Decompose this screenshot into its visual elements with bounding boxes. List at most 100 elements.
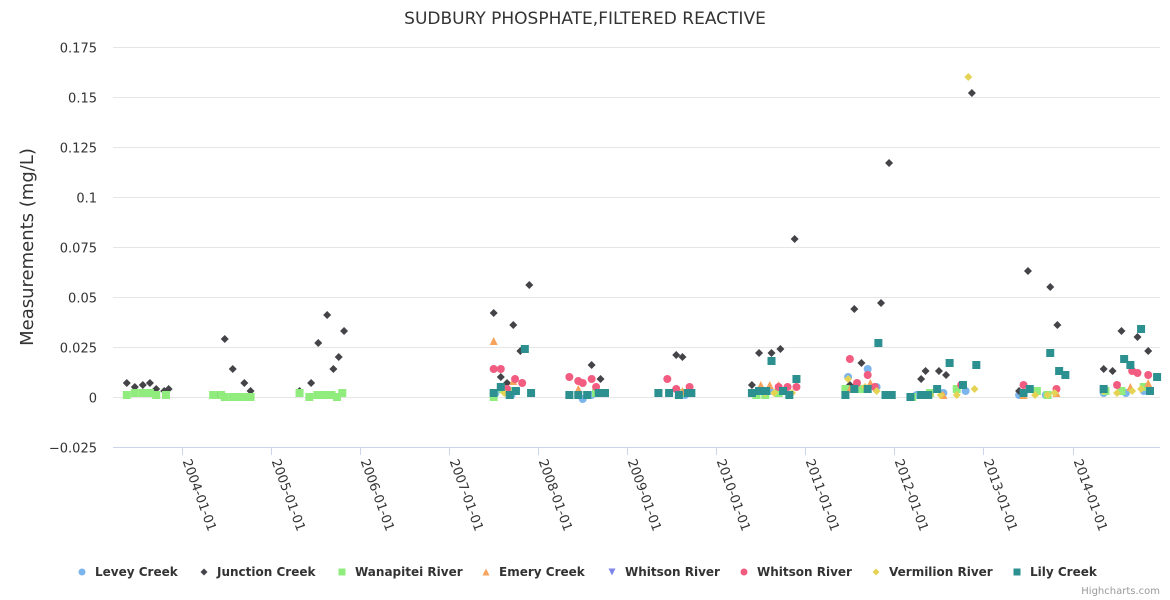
data-point[interactable] (583, 391, 592, 399)
data-point[interactable] (600, 389, 609, 397)
data-point[interactable] (314, 339, 323, 347)
data-point[interactable] (511, 375, 520, 383)
data-point[interactable] (220, 335, 229, 343)
data-point[interactable] (489, 389, 498, 397)
data-point[interactable] (1053, 321, 1062, 329)
data-point[interactable] (678, 353, 687, 361)
data-point[interactable] (933, 385, 942, 393)
data-point[interactable] (594, 389, 603, 397)
data-point[interactable] (863, 371, 872, 379)
data-point[interactable] (161, 391, 170, 399)
data-point[interactable] (327, 391, 336, 399)
data-point[interactable] (844, 375, 853, 383)
data-point[interactable] (970, 385, 979, 393)
data-point[interactable] (906, 393, 915, 401)
data-point[interactable] (857, 359, 866, 367)
data-point[interactable] (1050, 389, 1059, 397)
data-point[interactable] (952, 391, 961, 399)
data-point[interactable] (785, 391, 794, 399)
data-point[interactable] (496, 365, 505, 373)
data-point[interactable] (122, 391, 131, 399)
data-point[interactable] (958, 381, 967, 389)
data-point[interactable] (856, 385, 865, 393)
data-point[interactable] (565, 391, 574, 399)
data-point[interactable] (672, 351, 681, 359)
legend-item[interactable]: Wanapitei River (338, 565, 463, 579)
legend[interactable]: Levey Creek Junction Creek Wanapitei River… (78, 565, 1098, 579)
data-point[interactable] (877, 299, 886, 307)
data-point[interactable] (122, 379, 131, 387)
data-point[interactable] (845, 355, 854, 363)
data-point[interactable] (234, 393, 243, 401)
data-point[interactable] (1023, 267, 1032, 275)
data-point[interactable] (220, 393, 229, 401)
data-point[interactable] (967, 89, 976, 97)
data-point[interactable] (755, 349, 764, 357)
data-point[interactable] (770, 389, 779, 397)
legend-item[interactable]: Junction Creek (200, 565, 317, 579)
data-point[interactable] (1019, 389, 1028, 397)
legend-item[interactable]: Lily Creek (1013, 565, 1098, 579)
data-point[interactable] (574, 391, 583, 399)
data-point[interactable] (1144, 347, 1153, 355)
data-point[interactable] (138, 381, 147, 389)
data-point[interactable] (917, 375, 926, 383)
data-point[interactable] (489, 365, 498, 373)
data-point[interactable] (841, 385, 850, 393)
data-point[interactable] (1126, 361, 1135, 369)
data-point[interactable] (767, 357, 776, 365)
data-point[interactable] (776, 345, 785, 353)
data-point[interactable] (1099, 365, 1108, 373)
data-point[interactable] (313, 391, 322, 399)
data-point[interactable] (687, 389, 696, 397)
data-point[interactable] (1055, 367, 1064, 375)
data-point[interactable] (246, 393, 255, 401)
data-point[interactable] (665, 389, 674, 397)
legend-item[interactable]: Vermilion River (872, 565, 993, 579)
data-point[interactable] (496, 373, 505, 381)
data-point[interactable] (881, 391, 890, 399)
credits-link[interactable]: Highcharts.com (1081, 586, 1160, 597)
data-point[interactable] (1153, 373, 1162, 381)
data-point[interactable] (1043, 391, 1052, 399)
data-point[interactable] (1046, 349, 1055, 357)
data-point[interactable] (1117, 387, 1126, 395)
data-point[interactable] (565, 373, 574, 381)
data-point[interactable] (1133, 333, 1142, 341)
data-point[interactable] (945, 359, 954, 367)
data-point[interactable] (489, 337, 498, 345)
data-point[interactable] (334, 353, 343, 361)
data-point[interactable] (964, 73, 973, 81)
data-point[interactable] (1144, 379, 1153, 387)
data-point[interactable] (1133, 369, 1142, 377)
data-point[interactable] (1139, 383, 1148, 391)
data-point[interactable] (952, 385, 961, 393)
data-point[interactable] (228, 393, 237, 401)
data-point[interactable] (511, 387, 520, 395)
data-point[interactable] (850, 305, 859, 313)
data-point[interactable] (934, 367, 943, 375)
data-point[interactable] (340, 327, 349, 335)
data-point[interactable] (792, 383, 801, 391)
data-point[interactable] (924, 391, 933, 399)
data-point[interactable] (138, 389, 147, 397)
data-point[interactable] (1113, 389, 1122, 397)
data-point[interactable] (1145, 387, 1154, 395)
data-point[interactable] (518, 379, 527, 387)
legend-item[interactable]: Emery Creek (482, 565, 586, 579)
data-point[interactable] (1120, 355, 1129, 363)
data-point[interactable] (755, 387, 764, 395)
data-point[interactable] (674, 391, 683, 399)
data-point[interactable] (872, 387, 881, 395)
data-point[interactable] (505, 391, 514, 399)
data-point[interactable] (779, 387, 788, 395)
data-point[interactable] (1128, 387, 1137, 395)
data-point[interactable] (917, 391, 926, 399)
data-point[interactable] (209, 391, 218, 399)
data-point[interactable] (1061, 371, 1070, 379)
legend-item[interactable]: Whitson River (608, 565, 721, 579)
data-point[interactable] (1113, 381, 1122, 389)
data-point[interactable] (228, 365, 237, 373)
data-point[interactable] (841, 391, 850, 399)
data-point[interactable] (942, 371, 951, 379)
